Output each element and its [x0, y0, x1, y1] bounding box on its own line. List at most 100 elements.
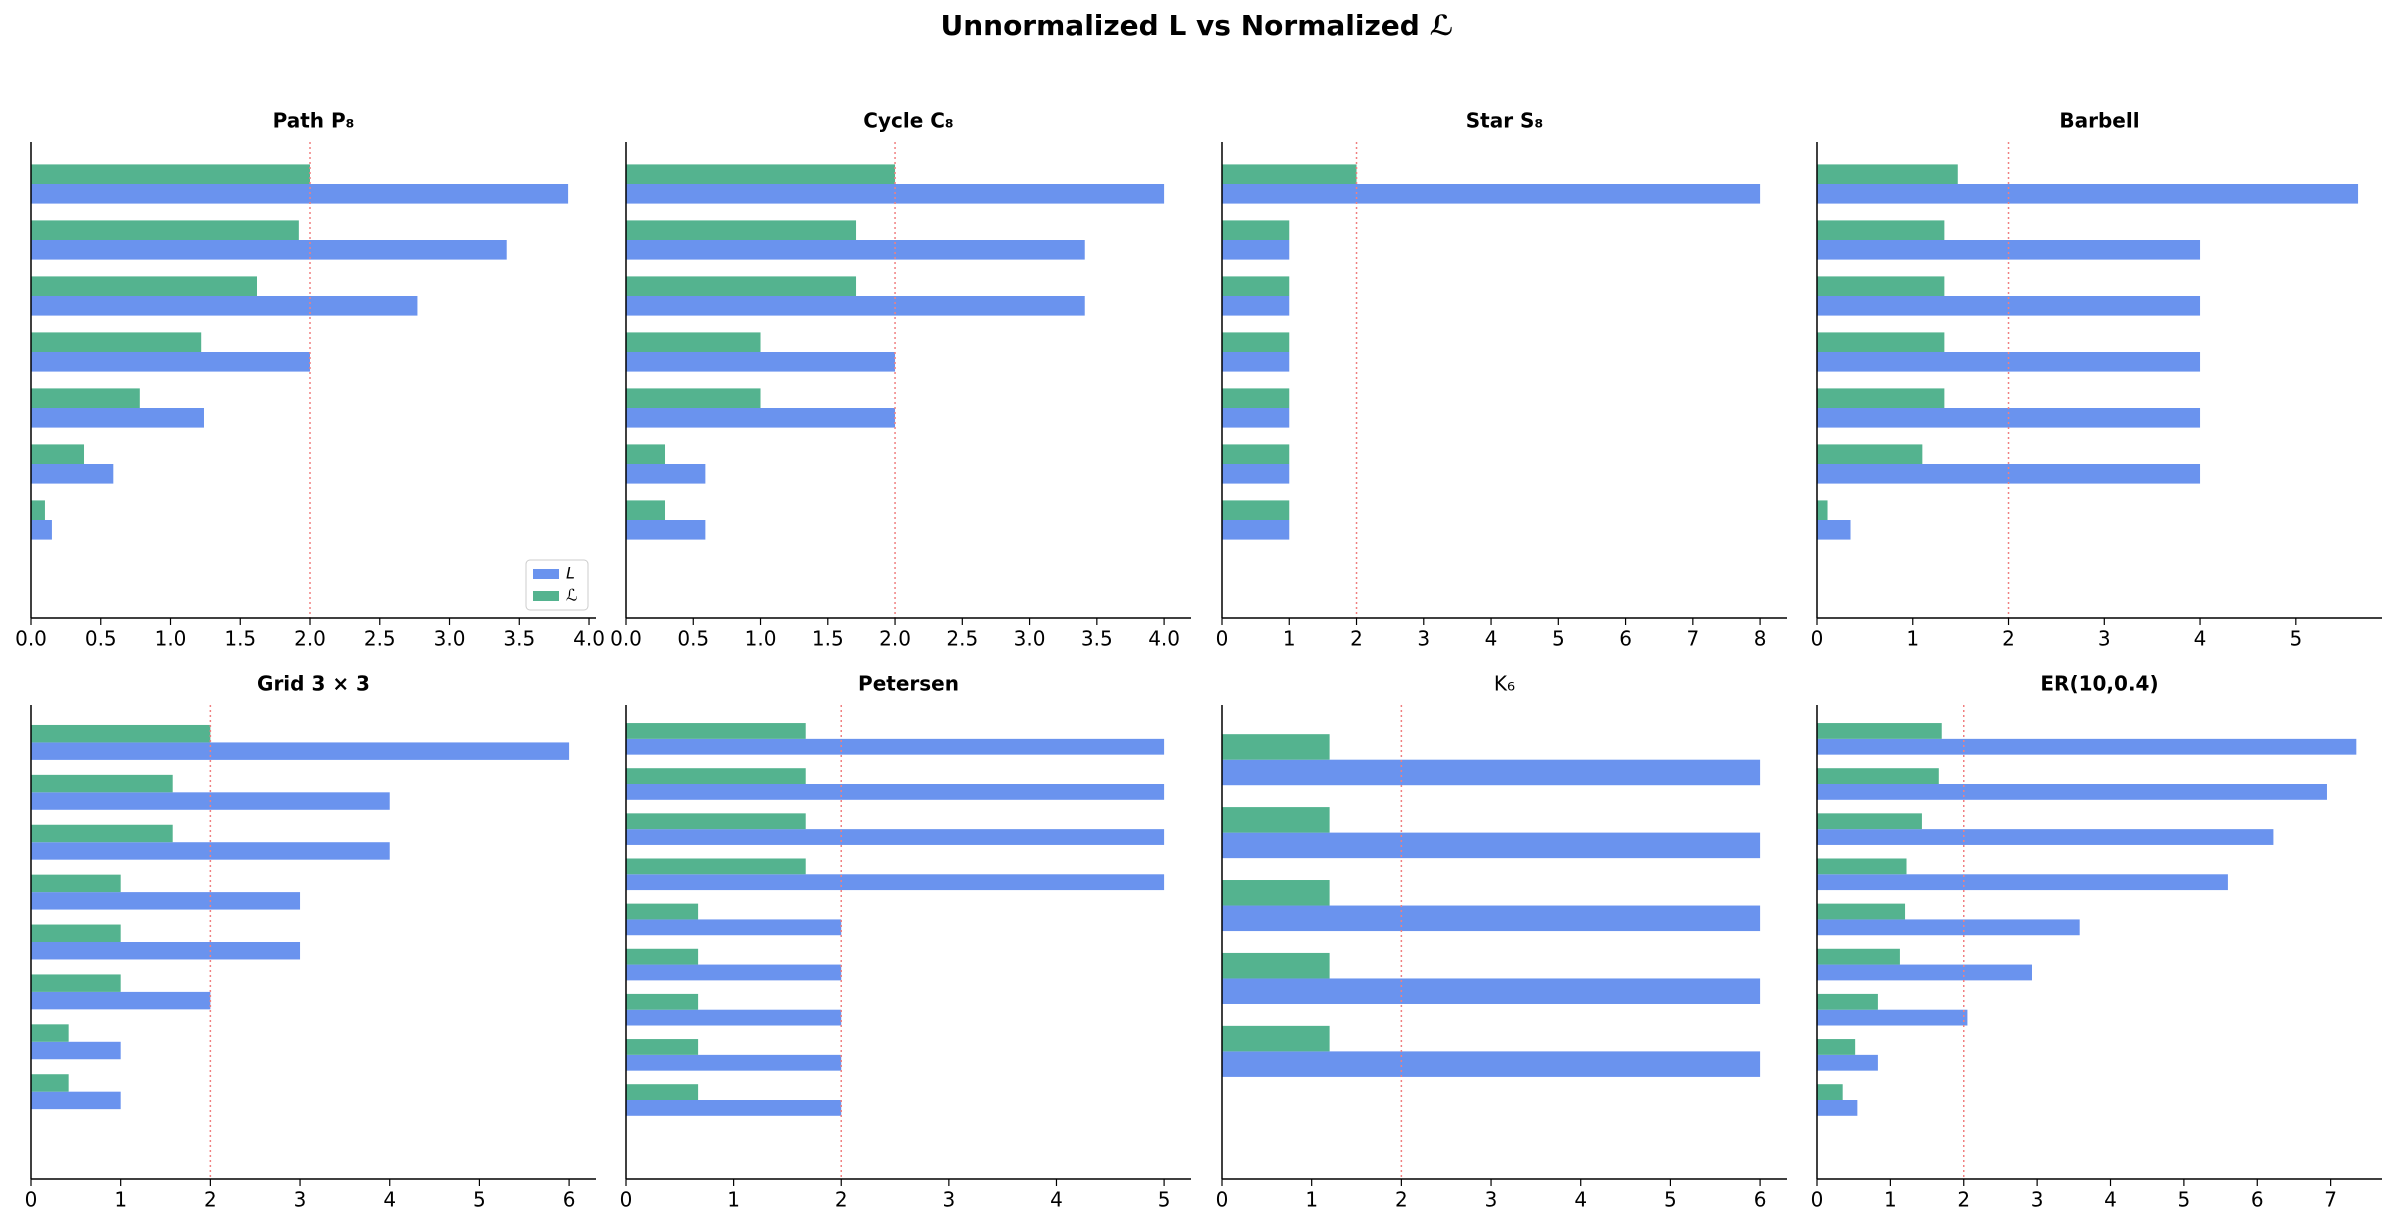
x-tick-label: 5 — [473, 1188, 486, 1212]
bar — [31, 444, 85, 464]
x-tick-label: 0 — [620, 1188, 633, 1212]
bar — [626, 500, 666, 520]
bar — [1222, 952, 1330, 979]
x-tick-label: 0 — [25, 1188, 38, 1212]
x-tick-label: 1 — [1906, 627, 1919, 651]
x-tick-label: 0.5 — [677, 627, 709, 651]
bar — [31, 388, 140, 408]
bar — [31, 240, 507, 260]
bar — [626, 784, 1165, 800]
bar — [1222, 807, 1330, 833]
x-tick-label: 4.0 — [1148, 627, 1180, 651]
bar — [31, 974, 121, 992]
bar — [1817, 723, 1942, 739]
bar — [31, 352, 311, 372]
x-tick-label: 1 — [114, 1188, 127, 1212]
bar — [626, 388, 761, 408]
legend-box — [525, 559, 589, 611]
x-tick-label: 0 — [1216, 1188, 1229, 1212]
x-tick-label: 2 — [1350, 627, 1363, 651]
x-tick-label: 0 — [1811, 627, 1824, 651]
bar — [1222, 880, 1330, 906]
x-tick-label: 7 — [1686, 627, 1699, 651]
bar — [1817, 240, 2201, 260]
bar — [1817, 164, 1958, 184]
bar — [31, 724, 211, 743]
bar — [31, 774, 173, 793]
x-tick-label: 3 — [2031, 1188, 2044, 1212]
bar — [626, 964, 842, 981]
subplot-title: Path P₈ — [273, 109, 355, 133]
bar — [1817, 919, 2080, 936]
bar — [31, 220, 299, 240]
x-tick-label: 2.0 — [879, 627, 911, 651]
bar — [626, 332, 761, 352]
bar — [31, 874, 121, 893]
x-tick-label: 6 — [1754, 1188, 1767, 1212]
bar — [1222, 520, 1290, 540]
bar — [626, 738, 1165, 755]
bar — [1817, 948, 1900, 965]
x-tick-label: 1.5 — [224, 627, 256, 651]
bar — [1817, 784, 2327, 800]
x-tick-label: 2 — [835, 1188, 848, 1212]
bar — [1817, 903, 1906, 920]
x-tick-label: 1 — [1305, 1188, 1318, 1212]
bar — [1222, 240, 1290, 260]
bar — [31, 1024, 69, 1042]
x-tick-label: 5 — [1158, 1188, 1171, 1212]
bar — [626, 220, 857, 240]
figure-title: Unnormalized L vs Normalized ℒ — [940, 9, 1453, 42]
x-tick-label: 1.0 — [745, 627, 777, 651]
x-tick-label: 5 — [2178, 1188, 2191, 1212]
bar — [1817, 829, 2274, 845]
x-tick-label: 2 — [1957, 1188, 1970, 1212]
bar — [31, 464, 114, 484]
bar — [31, 332, 202, 352]
bar — [1222, 500, 1290, 520]
x-tick-label: 1 — [727, 1188, 740, 1212]
bar — [31, 824, 173, 843]
x-tick-label: 3 — [1485, 1188, 1498, 1212]
bar — [1222, 734, 1330, 760]
x-tick-label: 0.5 — [85, 627, 117, 651]
bar — [31, 1074, 69, 1092]
legend-swatch — [533, 569, 559, 579]
x-tick-label: 3.0 — [1014, 627, 1046, 651]
bar — [31, 408, 204, 428]
subplot-title: ER(10,0.4) — [2040, 672, 2158, 696]
subplot-title: Barbell — [2059, 109, 2139, 133]
bar — [626, 464, 706, 484]
bar — [1817, 993, 1878, 1010]
bar — [1222, 332, 1290, 352]
x-tick-label: 4 — [1574, 1188, 1587, 1212]
bar — [31, 164, 311, 184]
x-tick-label: 3 — [1417, 627, 1430, 651]
bar — [31, 991, 211, 1010]
bar — [1222, 164, 1357, 184]
bar — [31, 742, 570, 760]
bar — [626, 164, 896, 184]
bar — [626, 768, 806, 784]
bar — [1817, 738, 2357, 755]
bar — [31, 924, 121, 942]
x-tick-label: 3 — [2098, 627, 2111, 651]
x-tick-label: 3 — [942, 1188, 955, 1212]
bar — [1817, 220, 1945, 240]
bar — [626, 948, 699, 965]
x-tick-label: 4.0 — [573, 627, 605, 651]
subplot-title: K₆ — [1494, 672, 1515, 696]
bar — [1817, 276, 1945, 296]
bar — [1222, 408, 1290, 428]
bar — [1817, 1009, 1968, 1026]
x-tick-label: 1.5 — [812, 627, 844, 651]
bar — [626, 1009, 842, 1026]
bar — [1817, 768, 1939, 784]
x-tick-label: 4 — [2104, 1188, 2117, 1212]
subplot-title: Star S₈ — [1466, 109, 1543, 133]
bar — [1817, 500, 1828, 520]
bar — [31, 942, 301, 960]
bar — [1222, 759, 1761, 786]
bar — [626, 240, 1085, 260]
bar — [1222, 296, 1290, 316]
